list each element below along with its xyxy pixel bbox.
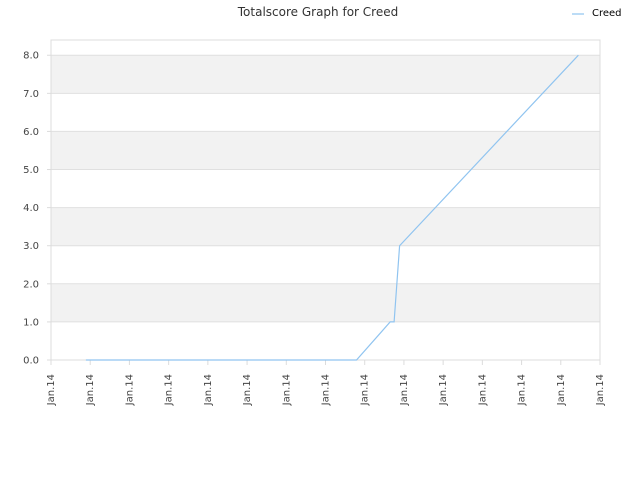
grid-lines	[51, 54, 600, 361]
x-tick-label: Jan.14	[399, 374, 410, 406]
series-group	[85, 54, 579, 361]
x-axis-ticks: Jan.14 Jan.14 Jan.14 Jan.14 Jan.14 Jan.14 Jan.…	[46, 360, 606, 406]
x-tick-label: Jan.14	[46, 374, 57, 406]
band-3	[51, 207, 600, 246]
series-line-creed[interactable]	[85, 54, 579, 361]
x-tick-label: Jan.14	[164, 374, 175, 406]
y-tick-label: 5.0	[23, 165, 39, 176]
x-tick-label: Jan.14	[556, 374, 567, 406]
x-tick-label: Jan.14	[321, 374, 332, 406]
y-tick-label: 7.0	[23, 89, 39, 100]
y-tick-label: 3.0	[23, 241, 39, 252]
y-tick-label: 6.0	[23, 127, 39, 138]
x-tick-label: Jan.14	[85, 374, 96, 406]
x-tick-label: Jan.14	[477, 374, 488, 406]
band-5	[51, 131, 600, 170]
plot-background-bands	[51, 55, 600, 322]
y-tick-label: 0.0	[23, 356, 39, 367]
legend-label-creed: Creed	[592, 8, 622, 19]
x-tick-label: Jan.14	[242, 374, 253, 406]
y-tick-label: 1.0	[23, 317, 39, 328]
y-tick-label: 8.0	[23, 51, 39, 62]
band-1	[51, 283, 600, 322]
y-tick-label: 2.0	[23, 279, 39, 290]
x-tick-label: Jan.14	[281, 374, 292, 406]
x-tick-label: Jan.14	[517, 374, 528, 406]
legend[interactable]: Creed	[572, 8, 622, 19]
x-tick-label: Jan.14	[124, 374, 135, 406]
y-axis-ticks: 0.0 1.0 2.0 3.0 4.0 5.0 6.0 7.0 8.0	[23, 51, 51, 367]
chart-title: Totalscore Graph for Creed	[237, 5, 398, 19]
x-tick-label: Jan.14	[438, 374, 449, 406]
x-tick-label: Jan.14	[360, 374, 371, 406]
band-7	[51, 55, 600, 94]
x-tick-label: Jan.14	[203, 374, 214, 406]
x-tick-label: Jan.14	[595, 374, 606, 406]
y-tick-label: 4.0	[23, 203, 39, 214]
